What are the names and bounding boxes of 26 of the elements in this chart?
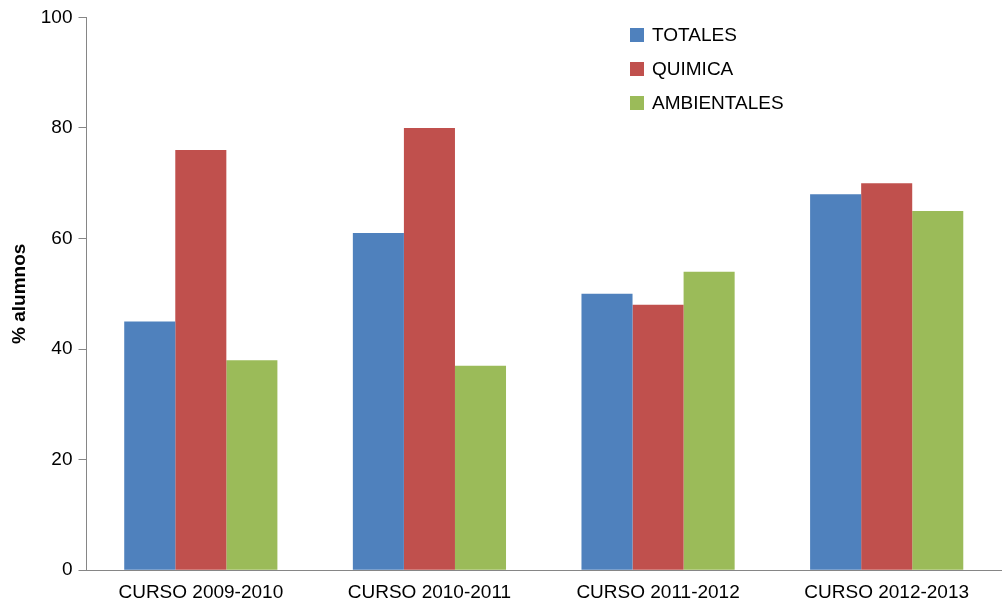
bar bbox=[226, 360, 278, 570]
bar bbox=[352, 232, 404, 570]
y-tick-label: 40 bbox=[51, 337, 73, 359]
y-tick-label: 80 bbox=[51, 116, 73, 138]
legend-label: AMBIENTALES bbox=[652, 92, 784, 114]
y-tick-label: 20 bbox=[51, 447, 73, 469]
y-tick-label: 60 bbox=[51, 226, 73, 248]
bar bbox=[632, 304, 684, 570]
bar bbox=[810, 194, 862, 570]
bar bbox=[581, 293, 633, 570]
bar bbox=[124, 321, 176, 570]
bar bbox=[454, 365, 507, 570]
x-tick-label: CURSO 2011-2012 bbox=[576, 580, 740, 602]
bar bbox=[683, 271, 735, 570]
legend-label: QUIMICA bbox=[652, 58, 734, 80]
y-tick-label: 0 bbox=[61, 558, 73, 580]
bar bbox=[403, 127, 455, 570]
bar bbox=[861, 183, 913, 570]
x-tick-label: CURSO 2009-2010 bbox=[118, 580, 284, 602]
x-tick-label: CURSO 2012-2013 bbox=[804, 580, 970, 602]
bar bbox=[175, 150, 227, 570]
x-tick-label: CURSO 2010-2011 bbox=[347, 580, 512, 602]
y-axis-title: % alumnos bbox=[7, 243, 29, 344]
bar bbox=[912, 210, 964, 570]
y-tick-label: 100 bbox=[40, 5, 73, 27]
legend-label: TOTALES bbox=[652, 24, 737, 46]
